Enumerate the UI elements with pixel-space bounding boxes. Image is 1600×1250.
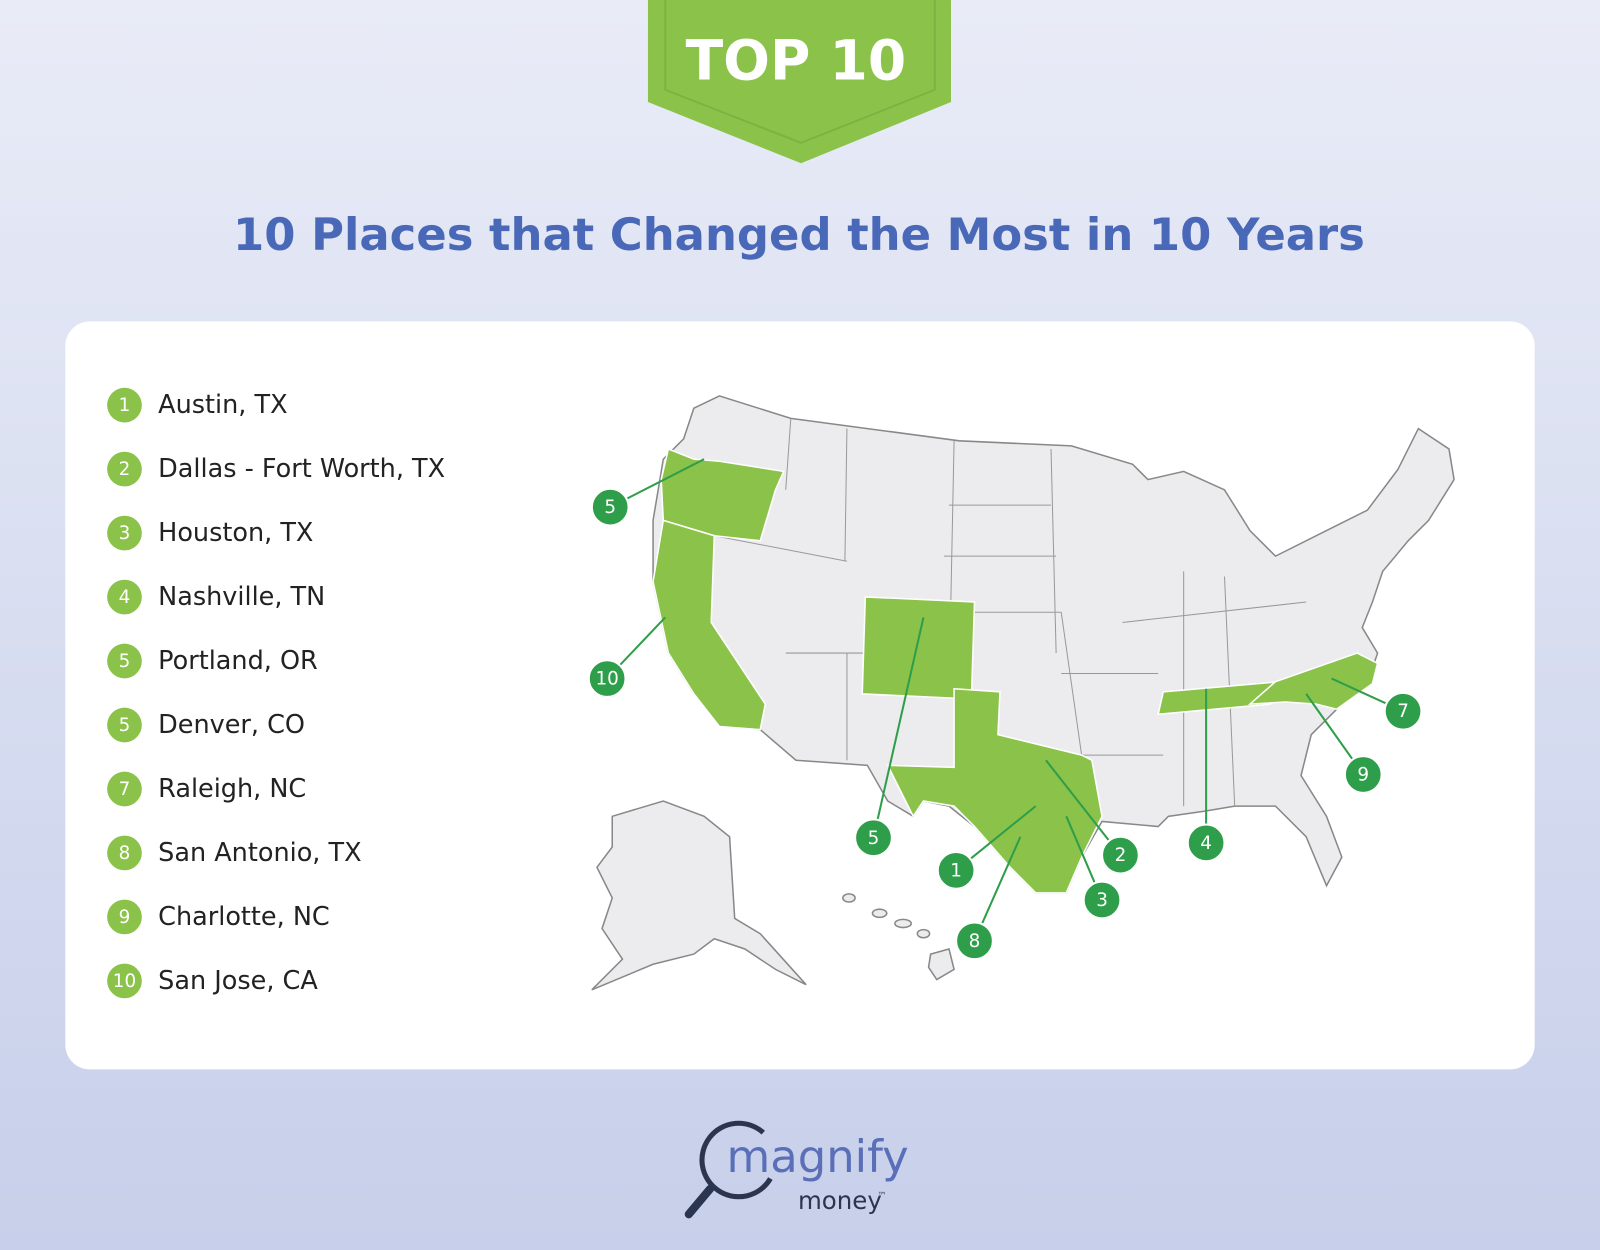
callout-line [1045, 759, 1122, 856]
place-name: San Antonio, TX [158, 838, 361, 868]
rank-number: 1 [119, 395, 131, 416]
callout-label: 8 [969, 931, 981, 952]
rank-badge [107, 835, 142, 871]
callout-circle [1343, 755, 1383, 794]
rank-number: 4 [119, 587, 131, 608]
place-name: Houston, TX [158, 518, 313, 548]
rank-badge [107, 515, 142, 551]
logo-name: magnify [727, 1130, 909, 1183]
alaska [591, 800, 807, 991]
place-name: Austin, TX [158, 390, 287, 420]
hawaii [842, 893, 955, 981]
logo-lens [699, 1120, 773, 1200]
place-name: Dallas - Fort Worth, TX [158, 454, 445, 484]
logo-handle [684, 1184, 715, 1219]
rank-number: 2 [119, 459, 131, 480]
callout-label: 3 [1096, 890, 1108, 911]
place-name: Denver, CO [158, 710, 305, 740]
ranking-list: 1 Austin, TX 2 Dallas - Fort Worth, TX 3 Hous… [107, 387, 445, 999]
badge-shape [647, 0, 952, 164]
place-name: Raleigh, NC [158, 774, 306, 804]
callout-label: 2 [1115, 845, 1127, 866]
rank-badge [107, 899, 142, 935]
callout-circle [587, 659, 627, 698]
place-name: San Jose, CA [158, 966, 318, 996]
state-oregon [660, 447, 785, 542]
title: 10 Places that Changed the Most in 10 Ye… [233, 208, 1365, 261]
callout-label: 5 [868, 828, 880, 849]
state-north-carolina [1247, 652, 1379, 711]
rank-badge [107, 963, 142, 999]
place-name: Charlotte, NC [158, 902, 330, 932]
state-colorado [861, 596, 976, 700]
callout-circle [590, 487, 630, 527]
logo-trademark: ™ [878, 1190, 887, 1201]
rank-number: 9 [119, 907, 131, 928]
state-texas [886, 687, 1103, 894]
badge-border [664, 0, 936, 144]
rank-badge [107, 707, 142, 743]
rank-number: 10 [113, 971, 136, 992]
rank-badge [107, 451, 142, 487]
rank-badge [107, 387, 142, 423]
callout-label: 9 [1357, 765, 1369, 786]
callout-line [872, 617, 925, 838]
place-name: Nashville, TN [158, 582, 325, 612]
map [591, 395, 1455, 991]
rank-number: 5 [119, 651, 131, 672]
callout-label: 1 [950, 860, 962, 881]
rank-number: 3 [119, 523, 131, 544]
place-name: Portland, OR [158, 646, 318, 676]
callout-circle [1101, 835, 1140, 875]
rank-badge [107, 771, 142, 807]
callout-circle [1082, 880, 1122, 920]
callout-circle [854, 818, 893, 858]
us-mainland [652, 395, 1455, 894]
callout-circle [1383, 691, 1423, 731]
callout-circle [936, 851, 976, 890]
rank-badge [107, 643, 142, 679]
callout-label: 5 [604, 497, 616, 518]
callout-label: 7 [1397, 701, 1409, 722]
badge-text: TOP 10 [686, 28, 907, 92]
rank-badge [107, 579, 142, 615]
logo-sub: money [798, 1186, 882, 1215]
state-california [652, 519, 767, 731]
rank-number: 7 [119, 779, 131, 800]
rank-number: 8 [119, 843, 131, 864]
rank-number: 5 [119, 715, 131, 736]
callout-circle [955, 921, 994, 961]
logo: magnify money ™ [684, 1120, 909, 1219]
callout-label: 4 [1200, 833, 1212, 854]
callout-circle [1186, 823, 1226, 863]
callout-label: 10 [595, 669, 618, 690]
callouts: 5 10 5 1 8 3 2 4 9 7 [587, 458, 1423, 961]
